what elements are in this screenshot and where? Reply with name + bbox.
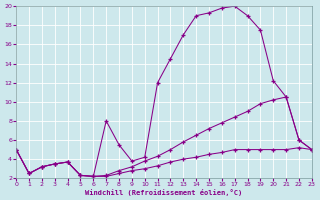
X-axis label: Windchill (Refroidissement éolien,°C): Windchill (Refroidissement éolien,°C) bbox=[85, 189, 243, 196]
